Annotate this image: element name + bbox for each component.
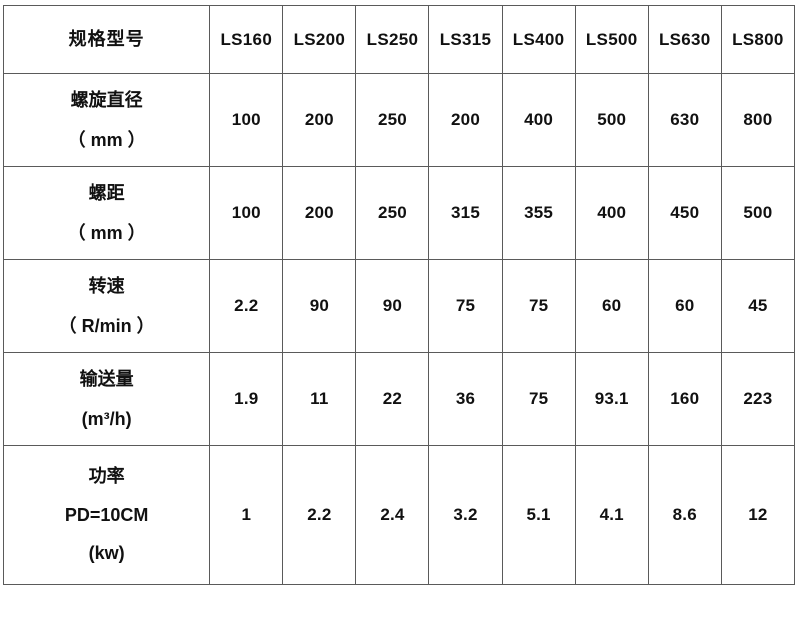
row-label-screw-diameter: 螺旋直径 （ mm ）	[2, 73, 211, 167]
header-model-6: LS500	[574, 5, 649, 74]
table-header-row: 规格型号 LS160 LS200 LS250 LS315 LS400 LS500…	[2, 5, 796, 74]
cell-screw-diameter-ls630: 630	[647, 73, 722, 167]
cell-pitch-ls500: 400	[574, 166, 649, 260]
header-model-8: LS800	[720, 5, 796, 74]
row-label-line-2: （ mm ）	[67, 223, 146, 243]
cell-screw-diameter-ls250: 250	[355, 73, 430, 167]
cell-power-ls630: 8.6	[647, 445, 722, 585]
row-label-line-2: （ R/min ）	[58, 316, 155, 336]
row-label-rotation-speed: 转速 （ R/min ）	[2, 259, 211, 353]
cell-power-ls400: 5.1	[501, 445, 576, 585]
table-row: 功率 PD=10CM (kw) 1 2.2 2.4 3.2 5.1 4.1 8.…	[2, 445, 796, 585]
cell-capacity-ls200: 11	[282, 352, 357, 446]
cell-rotation-speed-ls800: 45	[720, 259, 796, 353]
row-label-line-1: 螺旋直径	[70, 89, 143, 110]
row-label-line-1: 输送量	[79, 368, 134, 389]
cell-rotation-speed-ls250: 90	[355, 259, 430, 353]
header-model-1: LS160	[209, 5, 284, 74]
cell-pitch-ls250: 250	[355, 166, 430, 260]
cell-rotation-speed-ls160: 2.2	[209, 259, 284, 353]
cell-power-ls500: 4.1	[574, 445, 649, 585]
header-model-4: LS315	[428, 5, 503, 74]
row-label-line-2: (m³/h)	[81, 409, 132, 429]
row-label-line-1: 转速	[88, 275, 125, 296]
table-row: 转速 （ R/min ） 2.2 90 90 75 75 60 60 45	[2, 259, 796, 353]
header-model-3: LS250	[355, 5, 430, 74]
row-label-line-3: (kw)	[88, 543, 125, 564]
cell-capacity-ls250: 22	[355, 352, 430, 446]
row-label-line-1: 功率	[88, 466, 125, 487]
cell-power-ls315: 3.2	[428, 445, 503, 585]
header-row-label: 规格型号	[2, 5, 211, 74]
cell-pitch-ls315: 315	[428, 166, 503, 260]
row-label-line-2: （ mm ）	[67, 130, 146, 150]
header-model-7: LS630	[647, 5, 722, 74]
cell-capacity-ls400: 75	[501, 352, 576, 446]
cell-screw-diameter-ls315: 200	[428, 73, 503, 167]
row-label-line-1: 螺距	[88, 182, 125, 203]
cell-capacity-ls160: 1.9	[209, 352, 284, 446]
table-row: 螺旋直径 （ mm ） 100 200 250 200 400 500 630 …	[2, 73, 796, 167]
cell-capacity-ls500: 93.1	[574, 352, 649, 446]
cell-screw-diameter-ls500: 500	[574, 73, 649, 167]
row-label-line-2: PD=10CM	[64, 504, 149, 525]
row-label-pitch: 螺距 （ mm ）	[2, 166, 211, 260]
cell-power-ls250: 2.4	[355, 445, 430, 585]
cell-rotation-speed-ls500: 60	[574, 259, 649, 353]
table-body: 规格型号 LS160 LS200 LS250 LS315 LS400 LS500…	[2, 5, 796, 585]
header-model-2: LS200	[282, 5, 357, 74]
cell-capacity-ls800: 223	[720, 352, 796, 446]
cell-rotation-speed-ls315: 75	[428, 259, 503, 353]
cell-pitch-ls200: 200	[282, 166, 357, 260]
table-row: 输送量 (m³/h) 1.9 11 22 36 75 93.1 160 223	[2, 352, 796, 446]
cell-screw-diameter-ls800: 800	[720, 73, 796, 167]
screw-conveyor-spec-table: 规格型号 LS160 LS200 LS250 LS315 LS400 LS500…	[2, 5, 796, 585]
cell-screw-diameter-ls160: 100	[209, 73, 284, 167]
cell-power-ls800: 12	[720, 445, 796, 585]
cell-rotation-speed-ls630: 60	[647, 259, 722, 353]
cell-power-ls200: 2.2	[282, 445, 357, 585]
cell-pitch-ls630: 450	[647, 166, 722, 260]
cell-capacity-ls315: 36	[428, 352, 503, 446]
cell-rotation-speed-ls200: 90	[282, 259, 357, 353]
cell-pitch-ls800: 500	[720, 166, 796, 260]
row-label-power: 功率 PD=10CM (kw)	[2, 445, 211, 585]
header-model-5: LS400	[501, 5, 576, 74]
cell-pitch-ls400: 355	[501, 166, 576, 260]
cell-power-ls160: 1	[209, 445, 284, 585]
cell-screw-diameter-ls200: 200	[282, 73, 357, 167]
cell-pitch-ls160: 100	[209, 166, 284, 260]
row-label-capacity: 输送量 (m³/h)	[2, 352, 211, 446]
table-row: 螺距 （ mm ） 100 200 250 315 355 400 450 50…	[2, 166, 796, 260]
cell-capacity-ls630: 160	[647, 352, 722, 446]
cell-rotation-speed-ls400: 75	[501, 259, 576, 353]
cell-screw-diameter-ls400: 400	[501, 73, 576, 167]
